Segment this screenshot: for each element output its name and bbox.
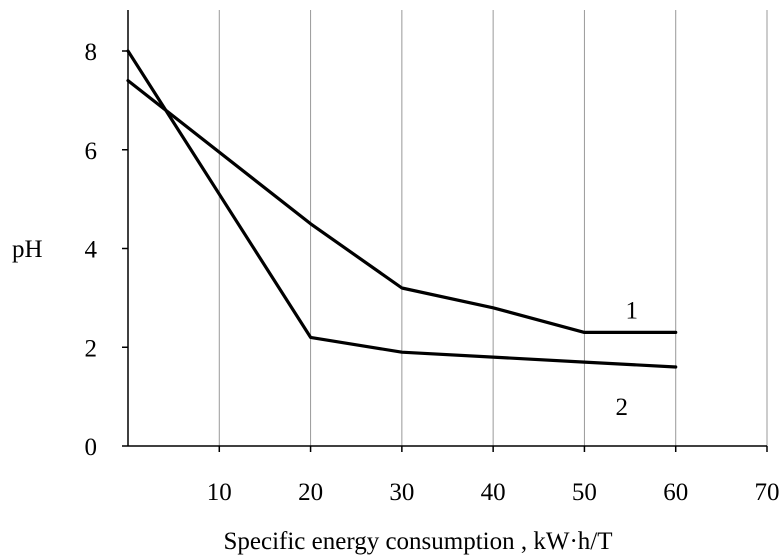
y-tick-label-2: 4 xyxy=(85,237,98,264)
y-tick-label-0: 0 xyxy=(85,434,98,461)
x-tick-label-1: 20 xyxy=(298,479,323,506)
series-line-2 xyxy=(126,49,678,369)
y-tick-labels: 0 2 4 6 8 xyxy=(85,39,98,461)
y-tick-label-3: 6 xyxy=(85,138,98,165)
y-tick-label-4: 8 xyxy=(85,39,98,66)
x-tick-label-2: 30 xyxy=(389,479,414,506)
x-tick-labels: 10 20 30 40 50 60 70 xyxy=(207,479,780,506)
y-tick-label-1: 2 xyxy=(85,335,98,362)
series-line-1 xyxy=(126,78,678,334)
x-tick-label-0: 10 xyxy=(207,479,232,506)
x-tick-label-3: 40 xyxy=(481,479,506,506)
axes xyxy=(122,10,768,452)
grid-lines xyxy=(218,10,768,446)
x-tick-label-5: 60 xyxy=(663,479,688,506)
x-axis-label: Specific energy consumption , kW·h/T xyxy=(223,528,612,555)
y-axis-label: pH xyxy=(12,236,43,263)
x-tick-label-6: 70 xyxy=(755,479,780,506)
series-label-1: 1 xyxy=(625,297,638,324)
x-tick-label-4: 50 xyxy=(572,479,597,506)
series-lines xyxy=(126,49,678,369)
series-label-2: 2 xyxy=(615,394,628,421)
series-labels: 12 xyxy=(615,297,638,421)
